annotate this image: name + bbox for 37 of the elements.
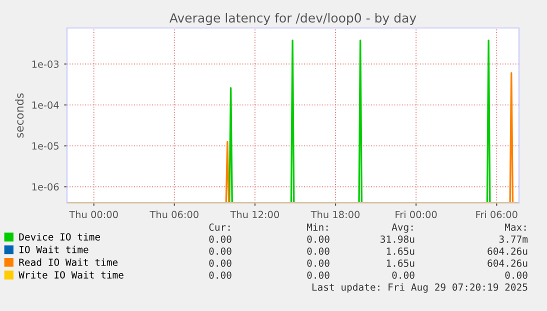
text: 0.00 xyxy=(307,259,330,267)
text: 31.98u xyxy=(380,235,414,243)
x-tick-label: Fri 06:00 xyxy=(476,210,518,218)
text: Min: xyxy=(306,223,328,231)
text: 0.00 xyxy=(392,271,414,279)
legend-label: Device IO time xyxy=(19,233,100,241)
text: 0.00 xyxy=(307,247,330,255)
text: 604.26u xyxy=(488,259,528,267)
text: 0.00 xyxy=(505,271,528,279)
y-tick-label: 1e-05 xyxy=(32,142,59,150)
legend-label: IO Wait time xyxy=(20,246,88,254)
legend-label: Read IO Wait time xyxy=(19,258,118,266)
text: 1.65u xyxy=(386,247,414,255)
text: 0.00 xyxy=(209,247,232,255)
chart-title: Average latency for /dev/loop0 - by day xyxy=(169,12,416,26)
text: 3.77m xyxy=(499,235,528,243)
x-tick-label: Thu 00:00 xyxy=(69,210,118,218)
x-tick-label: Thu 12:00 xyxy=(230,210,279,218)
y-tick-label: 1e-06 xyxy=(32,183,59,191)
x-tick-label: Thu 18:00 xyxy=(310,210,360,218)
text: 604.26u xyxy=(488,247,528,255)
x-tick-label: Fri 00:00 xyxy=(396,210,437,218)
text: Avg: xyxy=(392,224,413,233)
y-tick-label: 1e-03 xyxy=(32,60,59,68)
x-tick-label: Thu 06:00 xyxy=(150,210,198,218)
text: 0.00 xyxy=(307,271,330,279)
text: 0.00 xyxy=(209,235,232,243)
text: 0.00 xyxy=(209,271,232,279)
text: Last update: Fri Aug 29 07:20:19 2025 xyxy=(312,283,528,293)
text: 1.65u xyxy=(386,259,414,267)
text: 0.00 xyxy=(307,235,330,243)
legend-label: Write IO Wait time xyxy=(18,271,124,279)
text: Max: xyxy=(504,224,526,231)
y-axis-title: seconds xyxy=(15,93,24,138)
y-tick-label: 1e-04 xyxy=(32,101,59,109)
text: Cur: xyxy=(209,223,230,231)
text: 0.00 xyxy=(209,259,232,267)
